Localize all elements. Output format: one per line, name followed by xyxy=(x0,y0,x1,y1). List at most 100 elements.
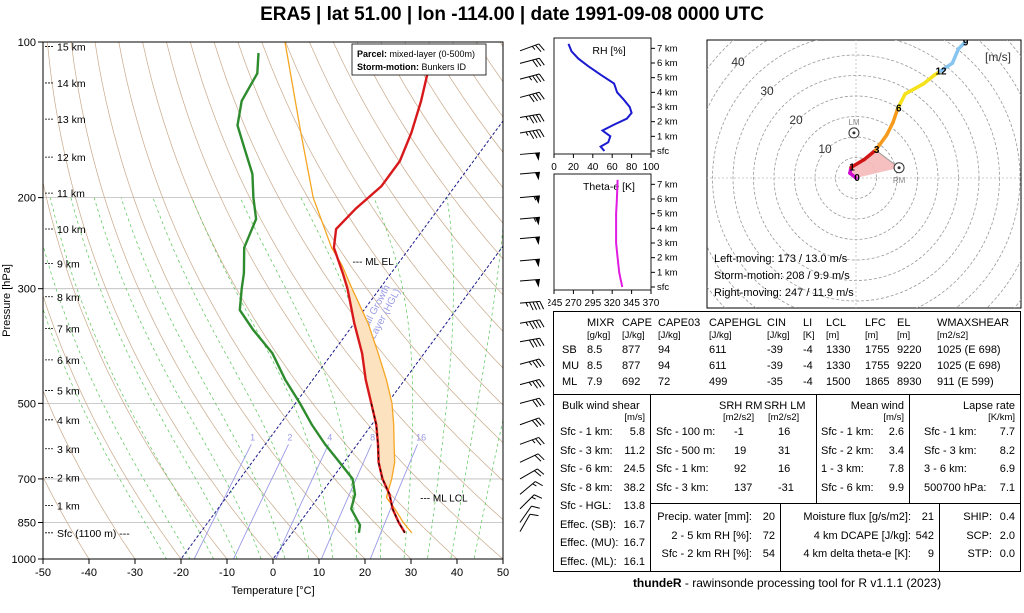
param-value: 1025 (E 698) xyxy=(937,344,1001,356)
param-header: MIXR xyxy=(587,317,615,329)
height-label: 10 km xyxy=(57,224,86,236)
wind-barb-flag xyxy=(529,302,534,311)
wind-barb-flag xyxy=(539,319,545,328)
lapse-rate-label: Sfc - 1 km: xyxy=(924,426,977,438)
wind-barb-half xyxy=(532,483,537,487)
param-header-unit: [J/kg] xyxy=(658,330,681,341)
wind-barb xyxy=(519,337,545,348)
lapse-rate-label: 500700 hPa: xyxy=(924,481,987,494)
moisture-label: Sfc - 2 km RH [%]: xyxy=(661,548,752,560)
mixing-ratio-line xyxy=(233,444,289,559)
wind-barb-flag xyxy=(528,94,535,103)
bulk-shear-box: Bulk wind shear [m/s] Sfc - 1 km: 5.8 Sfc - … xyxy=(553,394,651,572)
param-value: 72 xyxy=(658,376,671,388)
wind-barb xyxy=(519,397,545,408)
dcape-label: 4 km DCAPE [J/kg]: xyxy=(813,529,911,542)
hodo-ring-label: 30 xyxy=(760,84,774,98)
composite-value: 2.0 xyxy=(999,529,1015,542)
theta-e-x-tick-label: 320 xyxy=(604,298,621,309)
x-tick-label: 20 xyxy=(359,567,371,579)
mixing-ratio-label: 1 xyxy=(250,433,255,443)
wind-barb-flag xyxy=(535,92,542,101)
theta-e-y-tick-label: 4 km xyxy=(657,223,678,234)
wind-barb-flag xyxy=(539,338,545,346)
wind-barb-flag xyxy=(535,418,542,426)
wind-barb-flag xyxy=(532,75,538,84)
rh-y-tick-label: 3 km xyxy=(657,102,678,113)
wind-barb-flag xyxy=(535,359,542,368)
param-value: 611 xyxy=(709,360,727,372)
param-value: 911 (E 599) xyxy=(937,376,994,388)
wind-barb xyxy=(519,378,545,389)
rh-y-tick-label: 2 km xyxy=(657,117,678,128)
param-value: 94 xyxy=(658,360,671,372)
rh-x-tick-label: 80 xyxy=(626,162,638,173)
wind-barb xyxy=(519,236,540,245)
wind-barb-flag xyxy=(532,380,538,389)
lm-label: LM xyxy=(848,118,859,127)
param-row-label: MU xyxy=(562,360,580,372)
x-tick-label: 0 xyxy=(270,567,276,579)
x-tick-label: 30 xyxy=(405,567,417,579)
rh-x-tick-label: 20 xyxy=(568,162,580,173)
bulk-shear-value: 24.5 xyxy=(623,463,645,475)
dry-adiabat-line xyxy=(142,42,458,559)
wind-barb-flag xyxy=(538,379,545,387)
dry-adiabat-line xyxy=(237,42,503,444)
mean-wind-title: Mean wind xyxy=(850,400,904,412)
moisture-label: Precip. water [mm]: xyxy=(657,511,752,523)
dry-adiabat-line xyxy=(118,42,412,559)
hodo-unit-label: [m/s] xyxy=(985,50,1011,64)
dry-adiabat-line xyxy=(94,42,366,559)
bulk-shear-label: Sfc - 3 km: xyxy=(560,444,613,457)
wind-barb-flag xyxy=(533,470,542,477)
mixing-ratio-label: 2 xyxy=(287,433,292,443)
mixing-ratio-line xyxy=(369,444,418,559)
srh-label: Sfc - 100 m: xyxy=(656,426,716,438)
hodo-segment xyxy=(903,81,926,96)
dry-adiabat-line xyxy=(43,180,228,559)
wind-barb xyxy=(519,436,545,446)
mean-wind-value: 9.9 xyxy=(888,481,904,494)
wind-barb-flag xyxy=(535,438,542,446)
footer-text: thundeR - rawinsonde processing tool for… xyxy=(553,576,1021,590)
hodo-info-line: Left-moving: 173 / 13.0 m/s xyxy=(714,253,848,265)
srh-lm-value: -31 xyxy=(778,481,794,494)
lapse-rate-unit: [K/km] xyxy=(988,412,1015,423)
mean-wind-box: Mean wind [m/s] Sfc - 1 km: 2.6 Sfc - 2 km: 3… xyxy=(816,394,910,504)
hodo-segment xyxy=(862,148,878,162)
dcape-box: Moisture flux [g/s/m2]: 21 4 km DCAPE [J/k… xyxy=(780,503,940,572)
mean-wind-label: Sfc - 2 km: xyxy=(821,444,874,457)
bulk-shear-value: 38.2 xyxy=(623,481,645,494)
wind-barb-flag xyxy=(528,115,535,124)
height-label: 15 km xyxy=(57,41,86,53)
theta-e-y-tick-label: 5 km xyxy=(657,209,678,220)
moisture-value: 20 xyxy=(762,511,775,523)
moisture-value: 72 xyxy=(762,529,775,542)
dry-adiabat-line xyxy=(332,42,503,296)
height-label: 6 km xyxy=(57,355,80,367)
wind-barb xyxy=(519,481,544,495)
ml-el-label: --- ML EL xyxy=(352,257,394,268)
param-header-unit: [J/kg] xyxy=(767,330,790,341)
height-label: Sfc (1100 m) --- xyxy=(57,528,130,540)
wind-barb-pennant xyxy=(534,259,540,268)
x-tick-label: -10 xyxy=(219,567,235,579)
param-header-unit: [m] xyxy=(897,330,911,341)
wind-barb xyxy=(519,129,545,140)
rh-x-tick-label: 60 xyxy=(607,162,619,173)
dry-adiabat-line xyxy=(213,42,503,482)
theta-e-x-tick-label: 295 xyxy=(584,298,601,309)
wind-barb xyxy=(519,152,540,161)
wind-barb-flag xyxy=(539,129,545,138)
dcape-label: Moisture flux [g/s/m2]: xyxy=(803,511,911,523)
moist-adiabat-line xyxy=(427,197,454,559)
bulk-shear-label: Effec. (MU): xyxy=(560,537,619,549)
ml-lcl-label: --- ML LCL xyxy=(420,493,468,504)
theta-e-y-tick-label: sfc xyxy=(657,282,669,293)
mean-wind-value: 7.8 xyxy=(888,463,904,475)
wind-barb-flag xyxy=(528,339,535,348)
param-value: 9220 xyxy=(897,344,922,356)
srh-area xyxy=(849,150,900,178)
